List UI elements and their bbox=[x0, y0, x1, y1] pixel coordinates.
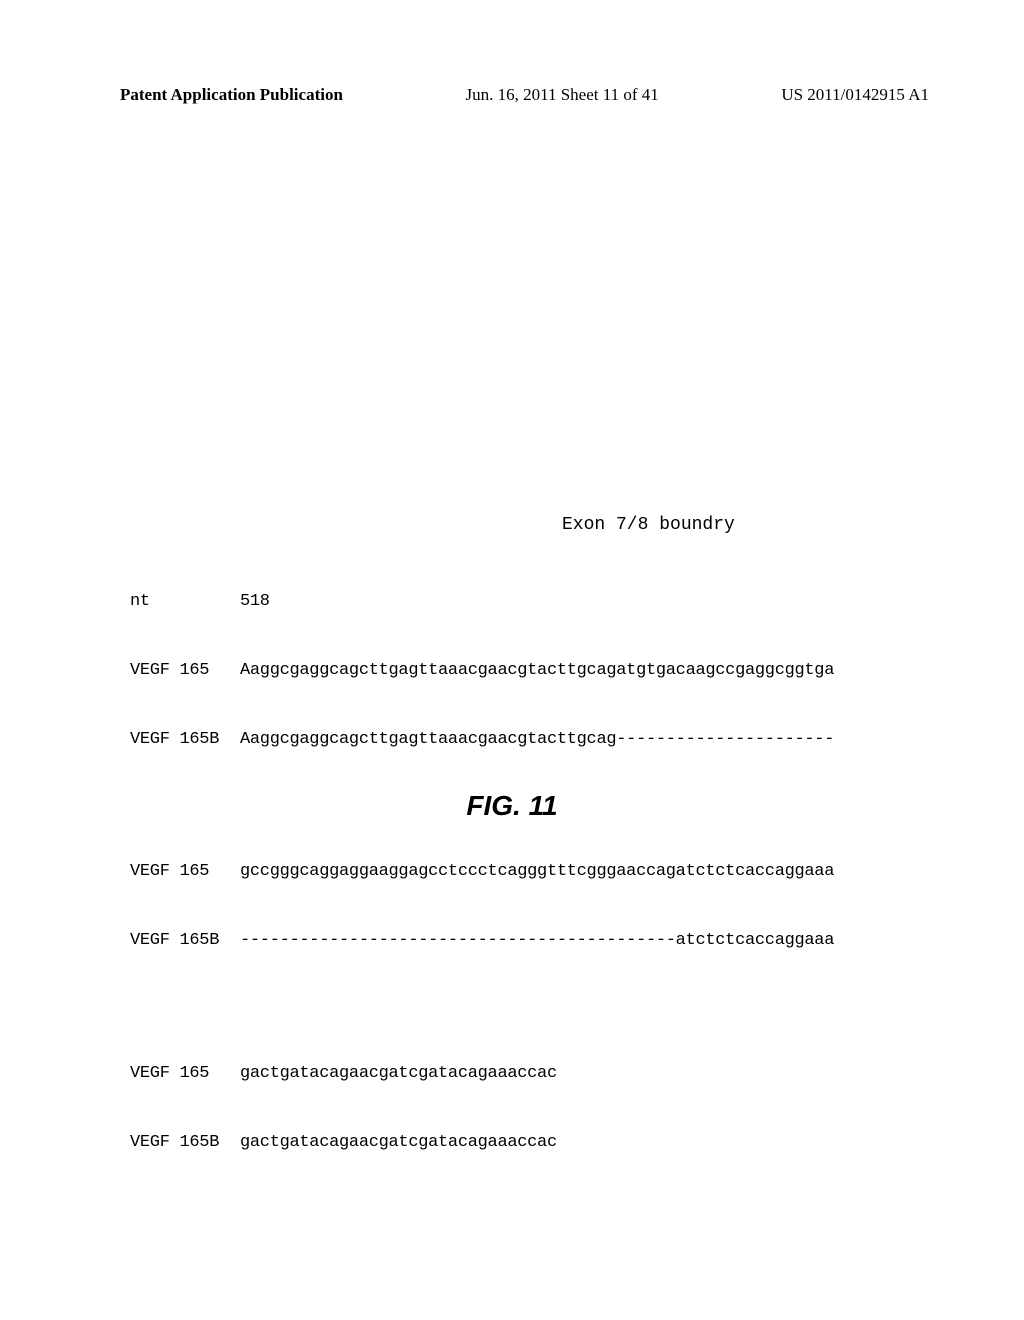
exon-boundary-label: Exon 7/8 boundry bbox=[562, 515, 735, 535]
sequence-label: VEGF 165B bbox=[130, 930, 240, 953]
sequence-row: VEGF 165gccgggcaggaggaaggagcctccctcagggt… bbox=[130, 861, 929, 884]
header-publication: Patent Application Publication bbox=[120, 85, 343, 105]
nt-header-row: nt518 bbox=[130, 591, 929, 614]
sequence-label: VEGF 165B bbox=[130, 1132, 240, 1155]
header-date-sheet: Jun. 16, 2011 Sheet 11 of 41 bbox=[465, 85, 658, 105]
figure-label: FIG. 11 bbox=[0, 790, 1024, 822]
sequence-text: gactgatacagaacgatcgatacagaaaccac bbox=[240, 1132, 557, 1155]
sequence-text: Aaggcgaggcagcttgagttaaacgaacgtacttgcagat… bbox=[240, 660, 834, 683]
sequence-label: VEGF 165 bbox=[130, 1063, 240, 1086]
sequence-row: VEGF 165B-------------------------------… bbox=[130, 930, 929, 953]
sequence-row: VEGF 165gactgatacagaacgatcgatacagaaaccac bbox=[130, 1063, 929, 1086]
header-patent-number: US 2011/0142915 A1 bbox=[781, 85, 929, 105]
sequence-label: VEGF 165B bbox=[130, 729, 240, 752]
sequence-row: VEGF 165BAaggcgaggcagcttgagttaaacgaacgta… bbox=[130, 729, 929, 752]
sequence-block: nt518 VEGF 165Aaggcgaggcagcttgagttaaacga… bbox=[130, 545, 929, 1200]
sequence-text: gactgatacagaacgatcgatacagaaaccac bbox=[240, 1063, 557, 1086]
sequence-text: ----------------------------------------… bbox=[240, 930, 834, 953]
sequence-text: Aaggcgaggcagcttgagttaaacgaacgtacttgcag--… bbox=[240, 729, 834, 752]
sequence-label: VEGF 165 bbox=[130, 660, 240, 683]
sequence-row: VEGF 165Aaggcgaggcagcttgagttaaacgaacgtac… bbox=[130, 660, 929, 683]
nt-position: 518 bbox=[240, 591, 270, 614]
nt-label: nt bbox=[130, 591, 240, 614]
sequence-alignment: Exon 7/8 boundry nt518 VEGF 165Aaggcgagg… bbox=[130, 545, 929, 1200]
sequence-label: VEGF 165 bbox=[130, 861, 240, 884]
sequence-text: gccgggcaggaggaaggagcctccctcagggtttcgggaa… bbox=[240, 861, 834, 884]
sequence-row: VEGF 165Bgactgatacagaacgatcgatacagaaacca… bbox=[130, 1132, 929, 1155]
